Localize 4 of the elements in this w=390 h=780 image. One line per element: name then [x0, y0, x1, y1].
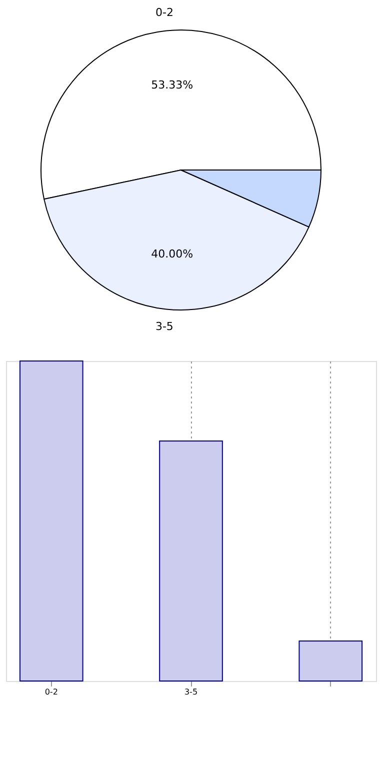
- data-label: 40.00%: [151, 248, 194, 261]
- slice-label: 3-5: [155, 320, 174, 334]
- slice-label: 0-2: [156, 6, 174, 19]
- data-label: 53.33%: [151, 78, 194, 92]
